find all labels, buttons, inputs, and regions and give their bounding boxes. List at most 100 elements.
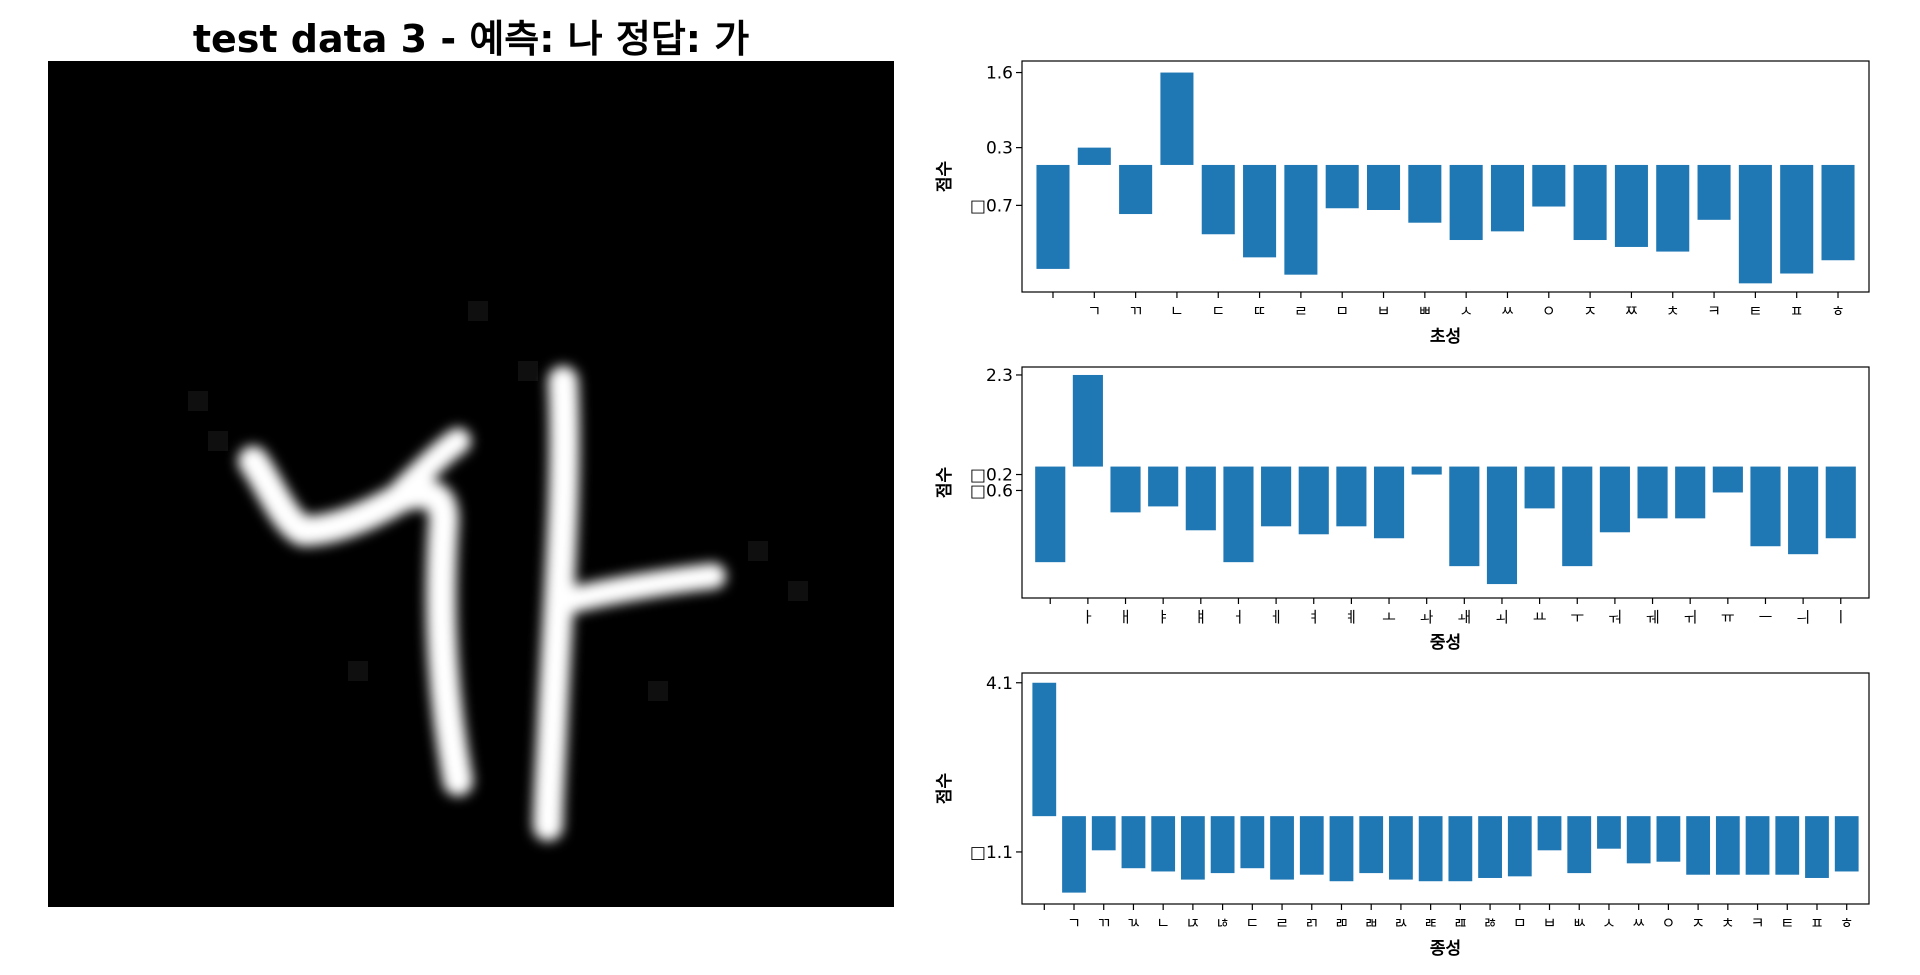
jongseong-bar-4 [1151,816,1176,872]
jongseong-bar-19 [1597,816,1621,849]
jongseong-bar-16 [1507,816,1532,877]
jongseong-bar-8 [1270,816,1294,880]
choseong-bar-13 [1573,164,1607,241]
jungseong-xtick-label-1: ㅏ [1081,608,1095,626]
choseong-xtick-label-17: ㅌ [1748,302,1762,320]
choseong-bar-15 [1656,164,1690,252]
choseong-ytick-label-0: 1.6 [986,64,1013,84]
jongseong-xtick-label-23: ㅊ [1721,914,1735,932]
choseong-bar-8 [1367,164,1401,210]
jongseong-bar-13 [1418,816,1443,882]
jungseong-xtick-label-7: ㅕ [1307,608,1321,626]
jungseong-bar-0 [1035,466,1066,563]
jongseong-bar-0 [1032,682,1057,817]
jungseong-bar-12 [1486,466,1518,585]
jongseong-xtick-label-24: ㅋ [1751,914,1765,932]
choseong-xlabel: 초성 [1430,327,1461,347]
jongseong-xtick-label-10: ㄻ [1335,914,1349,932]
jungseong-xtick-label-12: ㅚ [1495,608,1509,626]
jongseong-bar-21 [1656,816,1681,862]
jungseong-xtick-label-13: ㅛ [1533,608,1547,626]
choseong-bar-5 [1243,164,1277,258]
choseong-bar-3 [1160,72,1194,165]
jongseong-xtick-label-15: ㅀ [1483,914,1497,932]
jongseong-xtick-label-26: ㅍ [1810,914,1824,932]
jongseong-bar-14 [1448,816,1473,882]
choseong-xtick-label-18: ㅍ [1790,302,1804,320]
jungseong-xtick-label-4: ㅒ [1194,608,1208,626]
jungseong-bar-14 [1562,466,1593,567]
choseong-xtick-label-8: ㅂ [1377,302,1391,320]
jongseong-bar-1 [1062,816,1086,893]
choseong-ylabel: 점수 [935,161,955,193]
jungseong-bar-21 [1825,466,1856,539]
jongseong-xtick-label-7: ㄷ [1245,914,1259,932]
choseong-bar-2 [1119,164,1153,215]
jongseong-xtick-label-17: ㅂ [1543,914,1557,932]
jongseong-bar-3 [1121,816,1146,869]
choseong-xtick-label-7: ㅁ [1335,302,1349,320]
handwritten-character-image [188,301,808,841]
jongseong-xtick-label-11: ㄼ [1364,914,1378,932]
choseong-chart: 1.6 0.3 □0.7 ㄱ ㄲ ㄴ ㄷ ㄸ ㄹ ㅁ ㅂ ㅃ ㅅ ㅆ ㅇ ㅈ ㅉ ㅊ ㅋ ㅌ ㅍ ㅎ 초성 점수 [935,60,1870,347]
choseong-bar-7 [1325,164,1359,209]
jongseong-xtick-label-3: ㄳ [1127,914,1141,932]
jungseong-axes-frame [1021,366,1870,599]
jongseong-xtick-label-12: ㄽ [1394,914,1408,932]
choseong-bar-19 [1821,164,1855,261]
jungseong-bar-11 [1449,466,1480,567]
choseong-bar-1 [1077,147,1111,165]
choseong-xtick-label-6: ㄹ [1294,302,1308,320]
choseong-xtick-label-12: ㅇ [1542,302,1556,320]
jungseong-bar-18 [1712,466,1743,493]
jungseong-xtick-label-2: ㅐ [1119,608,1133,626]
jungseong-bar-15 [1599,466,1630,533]
jongseong-xtick-label-20: ㅆ [1632,914,1646,932]
jungseong-xtick-label-3: ㅑ [1156,608,1170,626]
choseong-xtick-label-9: ㅃ [1418,302,1432,320]
choseong-xtick-label-4: ㄷ [1211,302,1225,320]
jungseong-bar-5 [1223,466,1254,563]
jungseong-xtick-label-14: ㅜ [1570,608,1584,626]
jongseong-xtick-label-19: ㅅ [1602,914,1616,932]
jungseong-bar-6 [1261,466,1292,527]
input-image [48,61,894,907]
jongseong-ytick-label-1: □1.1 [970,843,1013,863]
choseong-xtick-label-1: ㄱ [1087,302,1101,320]
choseong-xtick-label-13: ㅈ [1583,302,1597,320]
choseong-xtick-label-19: ㅎ [1831,302,1845,320]
jungseong-bar-19 [1750,466,1781,547]
choseong-ytick-label-1: 0.3 [986,139,1013,159]
jongseong-xtick-label-25: ㅌ [1780,914,1794,932]
choseong-bar-0 [1036,164,1070,269]
choseong-bar-6 [1284,164,1318,275]
jongseong-xtick-label-5: ㄵ [1186,914,1200,932]
figure-title: test data 3 - 예측: 나 정답: 가 [192,17,750,61]
jongseong-xtick-label-1: ㄱ [1067,914,1081,932]
choseong-axes-frame [1021,60,1870,293]
jungseong-ylabel: 점수 [935,467,955,499]
jongseong-bar-24 [1745,816,1770,875]
jungseong-xtick-label-19: ㅡ [1759,608,1773,626]
jungseong-bar-13 [1524,466,1555,509]
choseong-bar-12 [1532,164,1566,207]
jungseong-xtick-label-16: ㅞ [1646,608,1660,626]
jungseong-bar-20 [1788,466,1819,555]
jongseong-ytick-label-0: 4.1 [986,674,1013,694]
choseong-xtick-label-16: ㅋ [1707,302,1721,320]
jongseong-xtick-label-6: ㄶ [1216,914,1230,932]
jungseong-bar-17 [1675,466,1706,519]
choseong-xtick-label-2: ㄲ [1129,302,1143,320]
choseong-xtick-label-10: ㅅ [1459,302,1473,320]
jongseong-xtick-label-21: ㅇ [1661,914,1675,932]
jongseong-bar-20 [1626,816,1651,864]
choseong-xtick-label-5: ㄸ [1253,302,1267,320]
choseong-bar-11 [1490,164,1524,232]
choseong-xtick-label-3: ㄴ [1170,302,1184,320]
choseong-bar-9 [1408,164,1442,223]
jungseong-bar-8 [1336,466,1367,527]
jongseong-bar-7 [1240,816,1265,869]
jongseong-xtick-label-9: ㄺ [1305,914,1319,932]
